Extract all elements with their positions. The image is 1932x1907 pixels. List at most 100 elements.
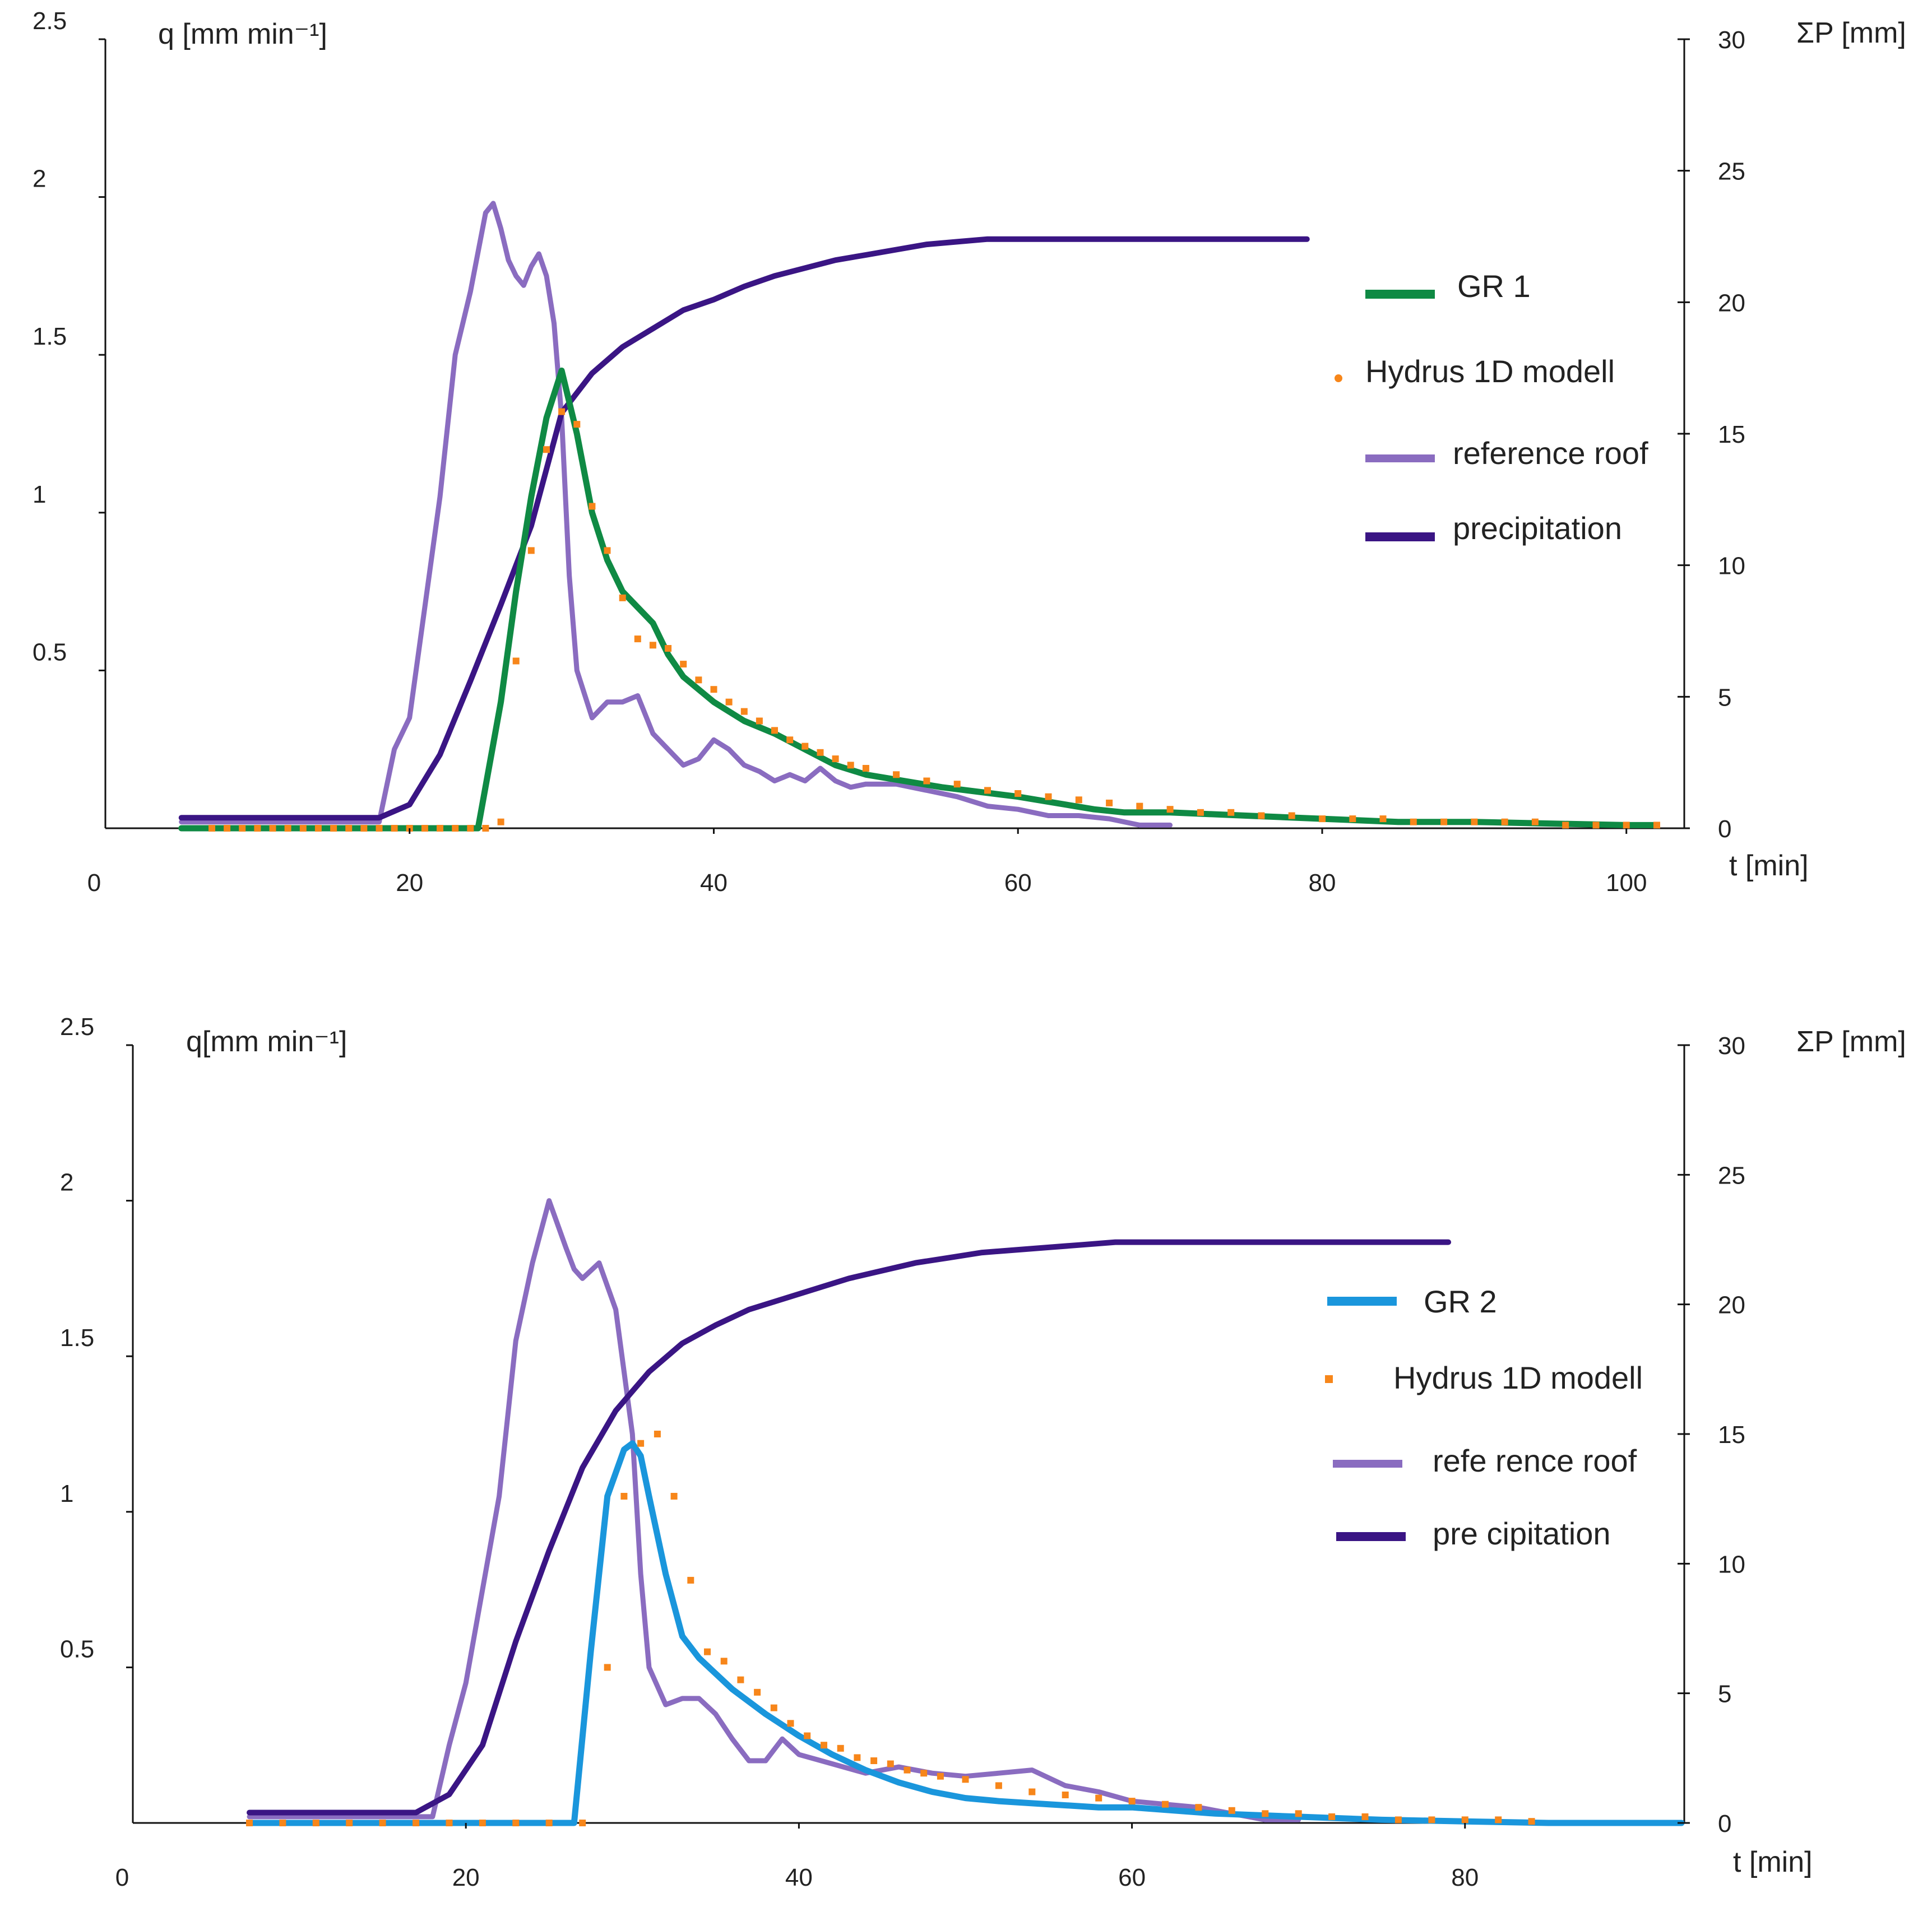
top-series-hydrus-1d-modell-point [1166, 806, 1174, 813]
top-series-hydrus-1d-modell-point [299, 825, 307, 832]
top-series-hydrus-1d-modell-point [984, 787, 991, 794]
bottom-series-hydrus-1d-modell-point [837, 1744, 844, 1752]
top-chart-series [178, 201, 1660, 832]
bottom-series-hydrus-1d-modell-point [1428, 1816, 1435, 1824]
top-series-hydrus-1d-modell-point [1653, 822, 1660, 829]
bottom-right-y-tick-label: 20 [1718, 1292, 1745, 1319]
top-series-hydrus-1d-modell-point [1623, 822, 1630, 829]
bottom-series-hydrus-1d-modell-point [1295, 1810, 1302, 1817]
bottom-x-tick-label: 40 [785, 1864, 813, 1891]
top-series-hydrus-1d-modell-point [1045, 793, 1052, 800]
top-x-tick-label: 40 [700, 869, 728, 897]
bottom-series-gr-2-line [246, 1440, 1685, 1826]
top-series-hydrus-1d-modell-point [1288, 812, 1295, 819]
bottom-series-hydrus-1d-modell-point [1528, 1818, 1535, 1825]
top-chart-panel: 0 20 40 60 80 100 0.5 1 1.5 2 2.5 0 5 10 15 20 25 30 q [m… [33, 7, 1906, 897]
top-series-precipitation-line [178, 236, 1310, 821]
top-left-axis-label: q [mm min⁻¹] [158, 18, 327, 50]
bottom-right-y-tick-label: 10 [1718, 1551, 1745, 1578]
top-right-y-tick-label: 30 [1718, 26, 1745, 54]
top-series-hydrus-1d-modell-point [391, 825, 398, 832]
top-series-hydrus-1d-modell-point [360, 825, 368, 832]
top-left-y-tick-label: 1.5 [33, 323, 67, 350]
top-left-y-tick-label: 1 [33, 481, 46, 508]
top-series-hydrus-1d-modell-point [923, 777, 930, 785]
top-series-hydrus-1d-modell-point [893, 771, 900, 778]
top-series-hydrus-1d-modell-point [1014, 790, 1022, 797]
bottom-chart-axes [132, 1045, 1685, 1824]
top-series-hydrus-1d-modell-point [284, 825, 291, 832]
bottom-series-hydrus-1d-modell-point [754, 1688, 761, 1696]
bottom-legend-hydrus: Hydrus 1D modell [1325, 1360, 1643, 1395]
bottom-series-hydrus-1d-modell-point [637, 1440, 645, 1447]
bottom-series-hydrus-1d-modell-point [687, 1576, 694, 1584]
bottom-series-hydrus-1d-modell-point [279, 1820, 286, 1826]
bottom-series-hydrus-1d-modell-point [870, 1757, 878, 1764]
top-series-hydrus-1d-modell-point [209, 825, 215, 832]
top-series-hydrus-1d-modell-point [1471, 818, 1478, 825]
bottom-left-y-tick-label: 1.5 [60, 1324, 94, 1352]
top-right-y-tick-label: 25 [1718, 158, 1745, 185]
bottom-x-axis-label: t [min] [1733, 1846, 1813, 1878]
bottom-series-hydrus-1d-modell-point [904, 1766, 911, 1774]
top-series-hydrus-1d-modell-point [1410, 818, 1417, 825]
top-series-hydrus-1d-modell-point [1258, 812, 1265, 819]
bottom-series-hydrus-1d-modell-point [545, 1820, 553, 1826]
top-series-gr-1-line [178, 367, 1660, 832]
top-series-hydrus-1d-modell-point [1075, 796, 1082, 804]
bottom-series-hydrus-1d-modell-point [1028, 1788, 1036, 1795]
top-series-hydrus-1d-modell-point [437, 825, 443, 832]
top-series-hydrus-1d-modell-point [725, 698, 733, 706]
bottom-x-tick-label: 60 [1118, 1864, 1146, 1891]
top-series-hydrus-1d-modell-point [314, 825, 322, 832]
top-series-hydrus-1d-modell-point [497, 818, 504, 825]
bottom-series-hydrus-1d-modell-point [737, 1676, 744, 1683]
top-right-axis-label: ΣP [mm] [1796, 17, 1906, 49]
top-series-hydrus-1d-modell-point [710, 686, 717, 693]
top-series-hydrus-1d-modell-point [1531, 818, 1539, 825]
bottom-series-hydrus-1d-modell-point [379, 1820, 386, 1826]
bottom-series-hydrus-1d-modell-point [512, 1820, 520, 1826]
top-series-hydrus-1d-modell-point [740, 708, 748, 715]
top-series-reference-roof-line [179, 201, 1173, 828]
top-series-hydrus-1d-modell-point [1349, 815, 1356, 823]
bottom-left-y-tick-label: 1 [60, 1480, 73, 1507]
bottom-legend-reference-label: refe rence roof [1433, 1443, 1637, 1478]
top-series-hydrus-1d-modell-point [847, 762, 854, 769]
bottom-series-hydrus-1d-modell-point [887, 1760, 894, 1767]
top-series-hydrus-1d-modell-point [239, 825, 246, 832]
top-right-y-tick-label: 10 [1718, 553, 1745, 580]
top-x-axis-label: t [min] [1729, 850, 1809, 882]
top-series-hydrus-1d-modell-point [1562, 822, 1569, 829]
top-series-hydrus-1d-modell-point [695, 676, 702, 684]
top-x-tick-label: 20 [396, 869, 423, 897]
bottom-legend-hydrus-label: Hydrus 1D modell [1393, 1360, 1643, 1395]
bottom-series-hydrus-1d-modell-point [787, 1720, 794, 1727]
bottom-series-hydrus-1d-modell-point [1195, 1804, 1202, 1811]
bottom-legend-precipitation: pre cipitation [1336, 1516, 1611, 1551]
top-legend-gr1: GR 1 [1365, 268, 1531, 304]
top-series-hydrus-1d-modell-point [1227, 809, 1235, 816]
bottom-legend-gr2-label: GR 2 [1424, 1284, 1497, 1319]
bottom-right-y-tick-label: 30 [1718, 1032, 1745, 1060]
top-series-hydrus-1d-modell-point [254, 825, 261, 832]
top-x-tick-label: 80 [1309, 869, 1336, 897]
bottom-series-hydrus-1d-modell-point [1162, 1801, 1169, 1808]
bottom-series-hydrus-1d-modell-point [770, 1704, 777, 1711]
top-series-hydrus-1d-modell-point [756, 717, 763, 725]
top-series-hydrus-1d-modell-point [589, 503, 596, 510]
top-legend: GR 1 Hydrus 1D modell reference roof pre… [1335, 268, 1648, 546]
top-series-hydrus-1d-modell-point [527, 547, 535, 554]
top-series-hydrus-1d-modell-point [1197, 809, 1204, 816]
top-series-hydrus-1d-modell-point [817, 749, 824, 756]
bottom-series-hydrus-1d-modell-point [246, 1820, 253, 1826]
top-right-y-tick-label: 20 [1718, 289, 1745, 317]
bottom-series-hydrus-1d-modell-point [1394, 1816, 1402, 1824]
bottom-series-hydrus-1d-modell-point [704, 1648, 711, 1655]
top-chart-ticks: 0 20 40 60 80 100 0.5 1 1.5 2 2.5 0 5 10 15 20 25 30 [33, 7, 1745, 897]
top-series-hydrus-1d-modell-point [573, 421, 581, 428]
bottom-right-y-tick-label: 0 [1718, 1810, 1731, 1838]
bottom-chart-panel: 0 20 40 60 80 0.5 1 1.5 2 2.5 0 5 10 15 20 25 30 q[mm mi… [60, 1013, 1906, 1891]
top-series-hydrus-1d-modell-point [421, 825, 428, 832]
